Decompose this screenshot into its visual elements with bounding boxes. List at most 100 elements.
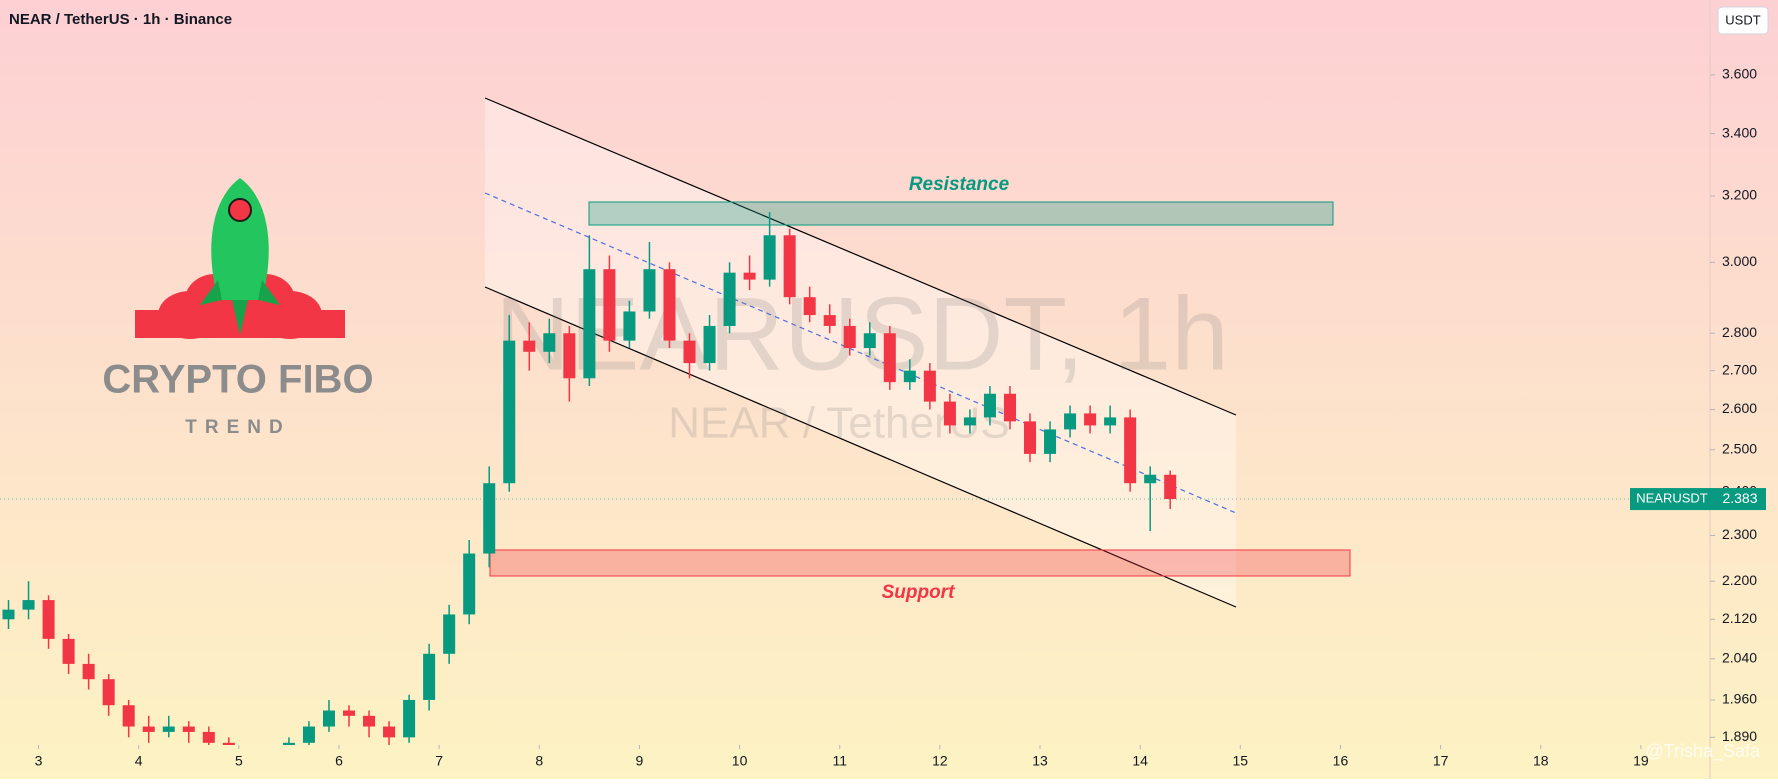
candle-body — [523, 340, 536, 352]
support-zone — [489, 549, 1351, 577]
candle-body — [1044, 429, 1057, 454]
y-tick-label: 3.400 — [1722, 124, 1757, 140]
y-tick-label: 2.800 — [1722, 324, 1757, 340]
last-price: 2.383 — [1722, 490, 1757, 506]
candle-body — [1084, 413, 1097, 426]
x-tick-label: 8 — [535, 753, 543, 769]
x-tick-label: 6 — [335, 753, 343, 769]
logo-title: CRYPTO FIBO — [102, 358, 373, 402]
candle-body — [963, 417, 976, 426]
candle-body — [783, 235, 796, 298]
price-label: NEARUSDT — [1636, 490, 1708, 505]
candle-body — [302, 726, 315, 743]
chart-title: NEAR / TetherUS · 1h · Binance — [9, 11, 232, 28]
candle-body — [1064, 413, 1077, 430]
x-tick-label: 10 — [732, 753, 748, 769]
candles — [2, 212, 1177, 745]
candle-body — [282, 742, 295, 745]
candle-body — [1003, 393, 1016, 422]
candle-body — [583, 269, 596, 379]
y-tick-label: 2.300 — [1722, 526, 1757, 542]
candle-body — [643, 269, 656, 312]
candle-body — [1164, 474, 1177, 500]
candle-body — [22, 600, 35, 610]
candle-body — [483, 483, 496, 554]
candle-body — [863, 333, 876, 349]
candle-body — [1124, 417, 1137, 484]
candle-body — [42, 600, 55, 639]
candle-body — [343, 710, 356, 716]
y-tick-label: 3.600 — [1722, 66, 1757, 82]
candle-body — [322, 710, 335, 727]
y-tick-label: 2.500 — [1722, 440, 1757, 456]
candle-body — [763, 235, 776, 280]
x-tick-label: 9 — [636, 753, 644, 769]
candle-body — [82, 663, 95, 680]
candle-body — [823, 315, 836, 326]
candle-body — [803, 297, 816, 316]
candle-body — [703, 325, 716, 364]
description-watermark: NEAR / TetherUS — [668, 399, 1010, 448]
candle-body — [543, 333, 556, 352]
candle-body — [683, 340, 696, 364]
candle-body — [142, 726, 155, 732]
candle-body — [983, 393, 996, 418]
candle-body — [363, 715, 376, 727]
y-tick-label: 2.120 — [1722, 610, 1757, 626]
candle-body — [62, 638, 75, 664]
candle-body — [503, 340, 516, 484]
resistance-label: Resistance — [909, 174, 1010, 195]
candle-body — [603, 269, 616, 341]
logo — [135, 178, 345, 339]
x-tick-label: 5 — [235, 753, 243, 769]
currency-button-label[interactable]: USDT — [1725, 12, 1760, 27]
x-tick-label: 13 — [1032, 753, 1048, 769]
y-tick-label: 2.200 — [1722, 572, 1757, 588]
x-tick-label: 14 — [1132, 753, 1148, 769]
currency-button[interactable] — [1717, 6, 1769, 35]
candle-body — [883, 333, 896, 383]
x-tick-label: 12 — [932, 753, 948, 769]
symbol-watermark: NEARUSDT, 1h — [495, 276, 1229, 392]
candle-body — [663, 269, 676, 341]
candle-body — [162, 726, 175, 732]
candle-body — [943, 401, 956, 426]
last-price-box — [1714, 488, 1766, 511]
candle-body — [403, 699, 416, 738]
x-tick-label: 3 — [35, 753, 43, 769]
candle-body — [923, 370, 936, 402]
y-tick-label: 2.700 — [1722, 361, 1757, 377]
candle-body — [463, 553, 476, 615]
candle-body — [383, 726, 396, 738]
candle-body — [2, 609, 15, 620]
resistance-zone — [588, 201, 1334, 226]
x-tick-label: 4 — [135, 753, 143, 769]
y-tick-label: 3.200 — [1722, 187, 1757, 203]
candle-body — [443, 614, 456, 654]
candle-body — [122, 705, 135, 727]
x-tick-label: 11 — [832, 753, 847, 769]
x-tick-label: 17 — [1433, 753, 1449, 769]
candle-body — [423, 653, 436, 700]
y-tick-label: 1.960 — [1722, 691, 1757, 707]
candle-body — [843, 325, 856, 349]
candle-body — [723, 272, 736, 326]
candle-body — [102, 679, 115, 706]
candle-body — [743, 272, 756, 280]
x-tick-label: 15 — [1233, 753, 1249, 769]
candle-body — [623, 311, 636, 341]
candle-body — [1023, 421, 1037, 454]
candle-body — [563, 333, 576, 379]
x-tick-label: 16 — [1333, 753, 1349, 769]
attribution: @Trisha_Safa — [1645, 741, 1761, 762]
candle-body — [182, 726, 195, 732]
candle-body — [903, 370, 916, 383]
candle-body — [222, 742, 235, 745]
logo-subtitle: TREND — [185, 417, 290, 438]
x-tick-label: 18 — [1533, 753, 1549, 769]
y-tick-label: 2.040 — [1722, 650, 1757, 666]
y-tick-label: 3.000 — [1722, 253, 1757, 269]
